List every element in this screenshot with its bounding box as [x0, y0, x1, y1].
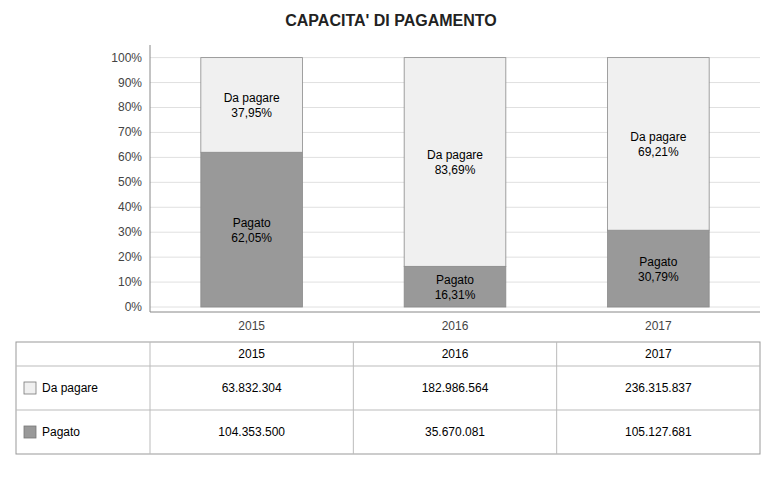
data-label-name: Da pagare: [427, 148, 483, 162]
y-tick-label: 20%: [118, 250, 142, 264]
data-label-name: Da pagare: [224, 91, 280, 105]
title: CAPACITA' DI PAGAMENTO: [285, 12, 497, 29]
y-tick-label: 40%: [118, 200, 142, 214]
y-tick-label: 0%: [125, 300, 143, 314]
table-value: 236.315.837: [625, 381, 692, 395]
legend-label: Pagato: [42, 425, 80, 439]
table-border: [16, 342, 760, 454]
table-header: 2017: [645, 347, 672, 361]
data-label: 83,69%: [435, 163, 476, 177]
data-label-name: Da pagare: [630, 130, 686, 144]
table-rule: [16, 366, 760, 367]
legend-swatch: [24, 426, 36, 438]
legend-label: Da pagare: [42, 381, 98, 395]
table-value: 63.832.304: [222, 381, 282, 395]
y-axis: [150, 45, 151, 312]
table-value: 105.127.681: [625, 425, 692, 439]
y-tick-label: 70%: [118, 125, 142, 139]
table-header: 2015: [238, 347, 265, 361]
y-tick-label: 10%: [118, 275, 142, 289]
data-label: 37,95%: [231, 106, 272, 120]
bars: [201, 58, 709, 307]
bar: [404, 266, 506, 307]
y-tick-label: 80%: [118, 100, 142, 114]
data-label-name: Pagato: [639, 255, 677, 269]
table-rule: [353, 342, 354, 454]
x-tick-label: 2015: [238, 319, 265, 333]
bar: [404, 58, 506, 267]
bar: [608, 58, 710, 231]
data-label: 30,79%: [638, 270, 679, 284]
table-rule: [16, 410, 760, 411]
y-tick-label: 90%: [118, 76, 142, 90]
legend-swatch: [24, 382, 36, 394]
y-tick-label: 60%: [118, 150, 142, 164]
table-value: 35.670.081: [425, 425, 485, 439]
table-header: 2016: [442, 347, 469, 361]
y-tick-label: 30%: [118, 225, 142, 239]
table-value: 104.353.500: [218, 425, 285, 439]
data-label: 62,05%: [231, 231, 272, 245]
x-axis: [150, 312, 760, 313]
data-label: 69,21%: [638, 145, 679, 159]
grid: [150, 58, 760, 307]
y-tick-label: 50%: [118, 175, 142, 189]
x-tick-label: 2016: [442, 319, 469, 333]
table-rule: [150, 342, 151, 454]
data-label: 16,31%: [435, 288, 476, 302]
x-tick-label: 2017: [645, 319, 672, 333]
bar: [608, 230, 710, 307]
data-label-name: Pagato: [233, 216, 271, 230]
table-rule: [556, 342, 557, 454]
bar: [201, 152, 303, 307]
y-tick-label: 100%: [111, 51, 142, 65]
table-value: 182.986.564: [422, 381, 489, 395]
chart: CAPACITA' DI PAGAMENTO 0% 10% 20% 30% 40% 50% 6…: [0, 0, 782, 484]
data-table: 2015 2016 2017 Da pagare 63.832.304 182.986.5…: [16, 342, 760, 454]
data-labels: Pagato62,05%Pagato16,31%Pagato30,79%Da p…: [224, 91, 687, 302]
bar: [201, 58, 303, 153]
data-label-name: Pagato: [436, 273, 474, 287]
